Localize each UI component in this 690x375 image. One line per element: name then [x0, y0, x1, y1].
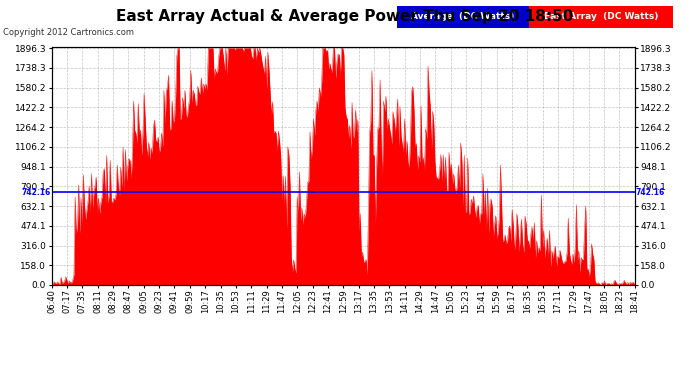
Text: Copyright 2012 Cartronics.com: Copyright 2012 Cartronics.com	[3, 28, 135, 37]
Text: 742.16: 742.16	[22, 188, 51, 197]
Bar	[529, 6, 673, 28]
Text: East Array Actual & Average Power Thu Sep 20 18:50: East Array Actual & Average Power Thu Se…	[117, 9, 573, 24]
Text: East Array  (DC Watts): East Array (DC Watts)	[544, 12, 658, 21]
Bar	[397, 6, 529, 28]
Text: Average  (DC Watts): Average (DC Watts)	[411, 12, 515, 21]
Text: 742.16: 742.16	[635, 188, 664, 197]
